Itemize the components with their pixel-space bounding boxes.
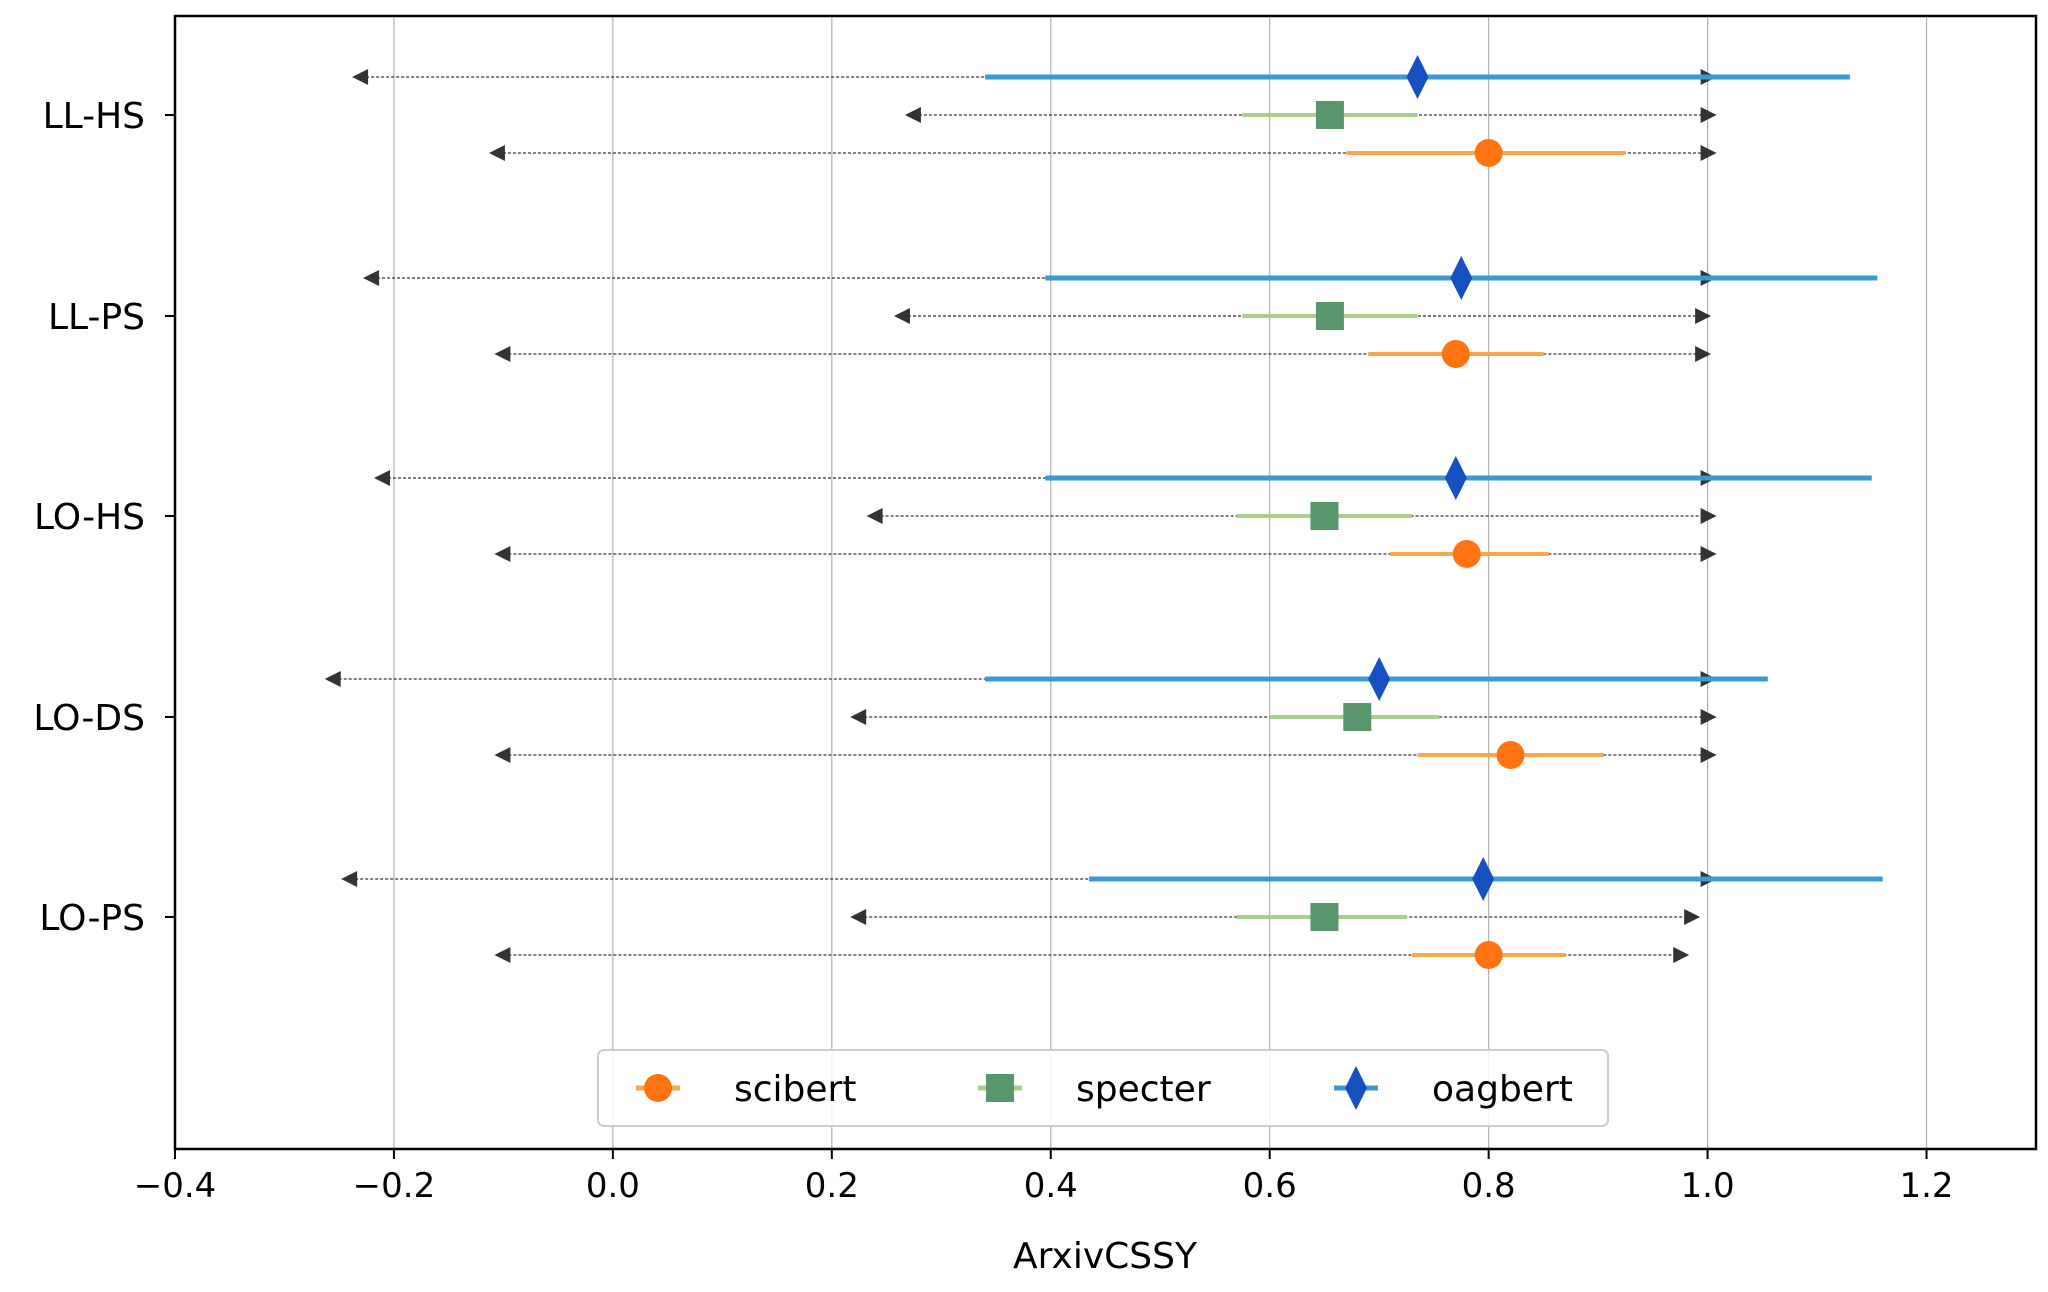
- scibert-marker: [1452, 540, 1481, 568]
- range-arrow-left: [850, 909, 867, 925]
- x-tick-label: 0.4: [1024, 1166, 1078, 1206]
- range-arrow-left: [866, 508, 883, 524]
- range-arrow-right: [1700, 107, 1717, 123]
- x-tick-label: 0.0: [586, 1166, 640, 1206]
- legend-swatch-specter: [986, 1074, 1014, 1102]
- range-arrow-left: [494, 747, 511, 763]
- range-arrow-right: [1673, 947, 1690, 963]
- range-arrow-left: [494, 346, 511, 362]
- range-arrow-left: [324, 671, 341, 687]
- specter-marker: [1315, 101, 1344, 129]
- legend-label-oagbert: oagbert: [1432, 1069, 1573, 1110]
- range-arrow-right: [1700, 709, 1717, 725]
- x-axis-label: ArxivCSSY: [1013, 1236, 1198, 1277]
- legend-swatch-scibert: [644, 1074, 672, 1102]
- y-axis: LL-HS LL-PS LO-HS LO-DS LO-PS: [33, 96, 175, 939]
- oagbert-marker: [1444, 456, 1467, 500]
- x-axis: −0.4 −0.2 0.0 0.2 0.4 0.6 0.8 1.0 1.2: [134, 1149, 1954, 1206]
- x-tick-label: 0.6: [1243, 1166, 1297, 1206]
- oagbert-marker: [1368, 657, 1391, 701]
- range-arrow-left: [494, 546, 511, 562]
- point-markers: [1310, 55, 1525, 969]
- plot-frame: [173, 14, 2038, 1151]
- y-tick-label: LL-PS: [48, 297, 145, 338]
- range-arrow-right: [1700, 508, 1717, 524]
- x-tick-label: 0.2: [805, 1166, 859, 1206]
- x-tick-label: 0.8: [1462, 1166, 1516, 1206]
- x-tick-label: 1.0: [1681, 1166, 1735, 1206]
- range-arrow-right: [1695, 346, 1712, 362]
- specter-marker: [1315, 302, 1344, 330]
- legend: scibert specter oagbert: [597, 1049, 1609, 1127]
- range-arrow-left: [341, 871, 358, 887]
- range-arrow-right: [1700, 145, 1717, 161]
- scibert-marker: [1474, 139, 1503, 167]
- oagbert-marker: [1450, 256, 1473, 300]
- y-tick-label: LO-DS: [33, 698, 145, 739]
- legend-label-scibert: scibert: [734, 1069, 856, 1110]
- range-arrow-left: [893, 308, 910, 324]
- x-tick-label: −0.2: [353, 1166, 436, 1206]
- specter-marker: [1310, 903, 1339, 931]
- scibert-marker: [1441, 340, 1470, 368]
- oagbert-marker: [1472, 857, 1495, 901]
- specter-marker: [1310, 502, 1339, 530]
- range-arrow-right: [1700, 747, 1717, 763]
- scibert-marker: [1496, 741, 1525, 769]
- legend-swatch-oagbert: [1345, 1066, 1367, 1110]
- x-tick-label: −0.4: [134, 1166, 217, 1206]
- y-tick-label: LO-HS: [34, 497, 145, 538]
- range-arrow-left: [363, 270, 380, 286]
- specter-marker: [1343, 703, 1372, 731]
- range-arrow-right: [1700, 546, 1717, 562]
- y-tick-label: LL-HS: [43, 96, 145, 137]
- x-tick-label: 1.2: [1899, 1166, 1953, 1206]
- range-arrow-right: [1695, 308, 1712, 324]
- y-tick-label: LO-PS: [39, 898, 145, 939]
- range-arrow-left: [352, 69, 369, 85]
- range-arrow-left: [904, 107, 921, 123]
- range-arrow-left: [850, 709, 867, 725]
- oagbert-marker: [1406, 55, 1429, 99]
- range-arrow-left: [494, 947, 511, 963]
- scibert-marker: [1474, 941, 1503, 969]
- range-arrow-right: [1684, 909, 1701, 925]
- legend-label-specter: specter: [1076, 1069, 1211, 1110]
- range-arrow-left: [488, 145, 505, 161]
- range-arrow-left: [373, 470, 390, 486]
